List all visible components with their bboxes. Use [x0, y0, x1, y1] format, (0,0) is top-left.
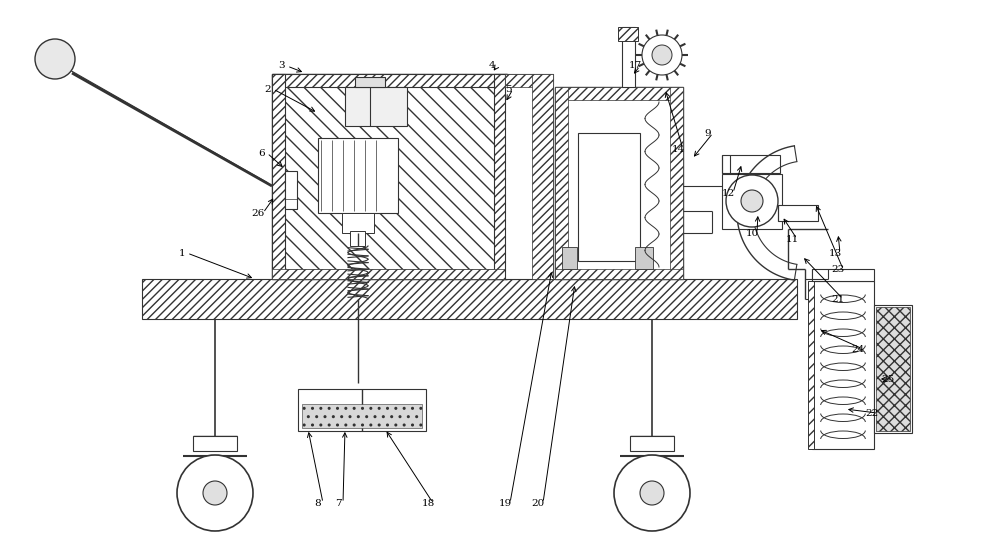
Text: 9: 9 [705, 129, 711, 137]
Text: 10: 10 [745, 228, 759, 237]
Bar [298, 389, 426, 431]
Text: 21: 21 [831, 294, 845, 304]
Bar [302, 404, 422, 428]
Text: 3: 3 [279, 62, 285, 70]
Bar [562, 247, 577, 269]
Text: 20: 20 [531, 498, 545, 507]
Text: 14: 14 [671, 144, 685, 154]
Bar [505, 74, 553, 279]
Circle shape [203, 481, 227, 505]
Bar [193, 436, 237, 451]
Text: 11: 11 [785, 234, 799, 243]
Bar [555, 87, 683, 100]
Circle shape [726, 175, 778, 227]
Bar [272, 74, 285, 279]
Circle shape [741, 190, 763, 212]
Circle shape [177, 455, 253, 531]
Bar [722, 155, 780, 173]
Bar [555, 87, 683, 279]
Text: 12: 12 [721, 188, 735, 197]
Circle shape [640, 481, 664, 505]
Bar [505, 74, 553, 87]
Bar [635, 247, 653, 269]
Bar [494, 74, 507, 279]
Text: 13: 13 [828, 248, 842, 258]
Bar [618, 27, 638, 41]
Bar [142, 279, 797, 319]
Bar [342, 213, 374, 233]
Bar [272, 269, 507, 279]
Bar [272, 74, 507, 87]
Bar [876, 307, 910, 431]
Bar [345, 87, 407, 126]
Text: 6: 6 [259, 148, 265, 157]
Bar [555, 87, 568, 279]
Bar [285, 87, 494, 269]
Text: 18: 18 [421, 498, 435, 507]
Text: 8: 8 [315, 498, 321, 507]
Circle shape [642, 35, 682, 75]
Text: 17: 17 [628, 62, 642, 70]
Bar [722, 174, 782, 229]
Text: 25: 25 [881, 374, 895, 384]
Text: 2: 2 [265, 84, 271, 94]
Text: 26: 26 [251, 208, 265, 217]
Bar [318, 138, 398, 213]
Text: 7: 7 [335, 498, 341, 507]
Circle shape [652, 45, 672, 65]
Bar [350, 231, 365, 246]
Bar [812, 281, 874, 449]
Circle shape [35, 39, 75, 79]
Text: 5: 5 [505, 84, 511, 94]
Bar [532, 74, 553, 279]
Text: 4: 4 [489, 62, 495, 70]
Bar [355, 77, 385, 87]
Bar [272, 74, 507, 279]
Bar [808, 281, 814, 449]
Bar [285, 171, 297, 209]
Bar [578, 133, 640, 261]
Text: 19: 19 [498, 498, 512, 507]
Bar [812, 269, 874, 281]
Bar [622, 27, 635, 87]
Bar [778, 205, 818, 221]
Bar [874, 305, 912, 433]
Text: 24: 24 [851, 345, 865, 353]
Text: 1: 1 [179, 248, 185, 258]
Bar [670, 87, 683, 279]
Circle shape [614, 455, 690, 531]
Text: 23: 23 [831, 265, 845, 274]
Bar [630, 436, 674, 451]
Bar [555, 269, 683, 279]
Text: 22: 22 [865, 408, 879, 418]
